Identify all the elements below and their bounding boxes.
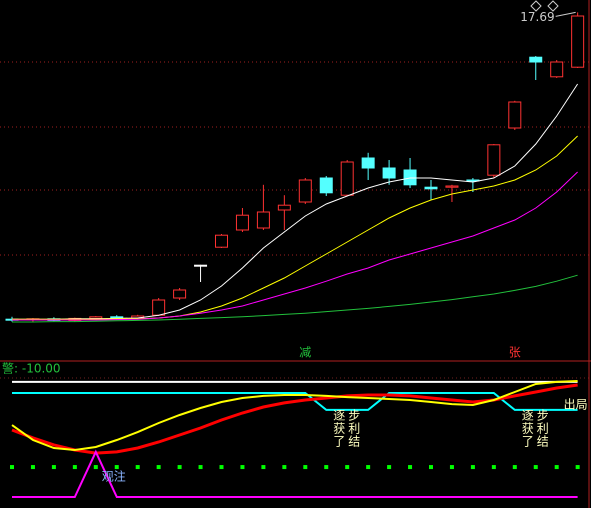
indicator-label: 出局 xyxy=(564,398,588,412)
indicator-line xyxy=(11,380,578,452)
candle-body xyxy=(571,15,585,68)
candle-body xyxy=(89,316,103,319)
signal-dot xyxy=(282,465,287,470)
candle-body xyxy=(256,211,270,229)
signal-dot xyxy=(512,465,517,470)
candle-body xyxy=(152,299,166,316)
candle-body xyxy=(487,144,501,176)
signal-dot xyxy=(345,465,350,470)
signal-dot xyxy=(240,465,245,470)
signal-dot xyxy=(324,465,329,470)
high-label: 17.69 xyxy=(520,10,554,24)
signal-dot xyxy=(219,465,224,470)
candle-body xyxy=(319,177,333,194)
indicator-label: 逐步 xyxy=(333,409,363,423)
signal-dot xyxy=(470,465,475,470)
indicator-label: 获利 xyxy=(522,422,552,436)
signal-dot xyxy=(303,465,308,470)
candle-body xyxy=(424,186,438,190)
signal-dot xyxy=(366,465,371,470)
ma-line xyxy=(12,135,578,320)
signal-dot xyxy=(156,465,161,470)
candle-body xyxy=(382,167,396,179)
candle-body xyxy=(298,179,312,203)
signal-dot xyxy=(491,465,496,470)
candle-body xyxy=(277,204,291,211)
signal-dot xyxy=(449,465,454,470)
candle-body xyxy=(235,214,249,231)
signal-dot xyxy=(429,465,433,470)
high-pointer xyxy=(555,11,576,17)
signal-dot xyxy=(533,465,538,470)
candle-body xyxy=(340,161,354,196)
signal-dot xyxy=(30,465,35,470)
signal-dot xyxy=(198,465,203,470)
indicator-title: 警: -10.00 xyxy=(2,361,61,376)
indicator-label: 了结 xyxy=(522,435,552,449)
candle-body xyxy=(445,185,459,188)
signal-dot xyxy=(51,465,56,470)
candle-body xyxy=(508,101,522,129)
signal-dot xyxy=(261,465,266,470)
signal-label: 减 xyxy=(299,346,311,360)
ma-line xyxy=(12,83,579,320)
signal-label: 张 xyxy=(509,346,521,360)
indicator-label: 了结 xyxy=(333,435,363,449)
ma-line xyxy=(12,171,578,321)
indicator-label: 观注 xyxy=(102,469,126,484)
signal-dot xyxy=(554,465,559,470)
candle-body xyxy=(215,234,228,248)
candle-body xyxy=(361,157,375,169)
indicator-line xyxy=(11,383,578,455)
candle-body xyxy=(403,169,417,186)
signal-dot xyxy=(387,465,392,470)
candle-body xyxy=(110,316,124,319)
signal-dot xyxy=(177,465,182,470)
signal-dot xyxy=(10,465,14,470)
grid xyxy=(0,61,591,256)
candle-body xyxy=(529,56,543,63)
signal-dot xyxy=(575,465,580,470)
candle-body xyxy=(194,264,208,267)
signal-dot xyxy=(114,465,119,470)
candle-body xyxy=(173,289,187,299)
icon xyxy=(530,0,542,12)
icon xyxy=(547,0,559,12)
signal-dot xyxy=(408,465,413,470)
signal-dot xyxy=(72,465,77,470)
indicator-line xyxy=(12,449,578,498)
candle-body xyxy=(550,61,564,78)
signal-dot xyxy=(135,465,140,470)
indicator-label: 获利 xyxy=(333,422,363,436)
indicator-line xyxy=(12,392,578,411)
ma-line xyxy=(12,274,578,323)
signal-dot xyxy=(93,465,98,470)
indicator-label: 逐步 xyxy=(522,409,552,423)
